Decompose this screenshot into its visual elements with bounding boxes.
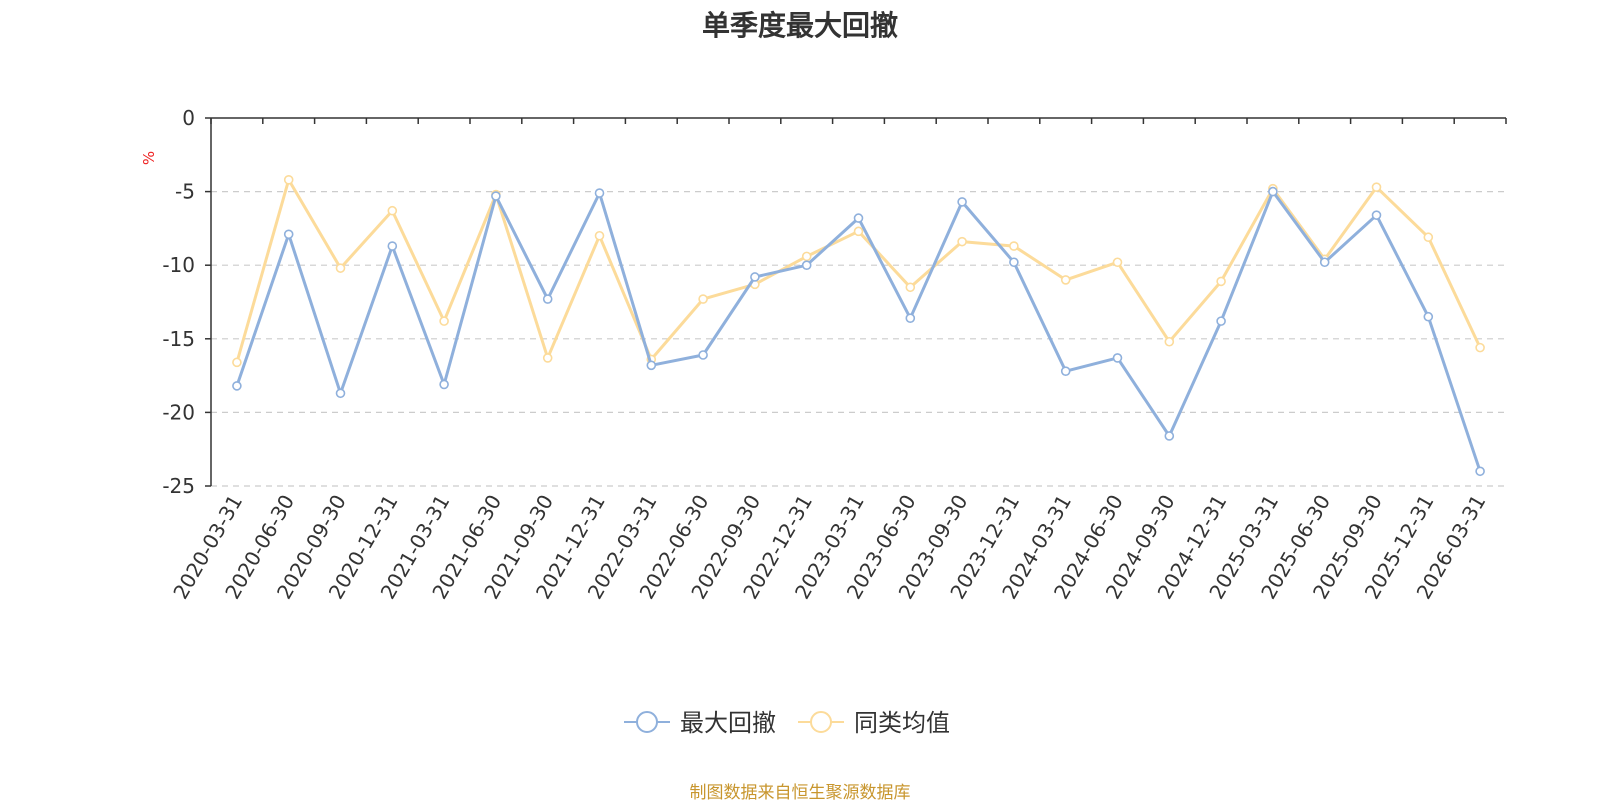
legend-label-2: 同类均值	[854, 709, 950, 737]
y-tick-label: -20	[162, 400, 195, 424]
data-point-series-1	[1009, 257, 1019, 268]
data-point-series-1	[1319, 257, 1330, 268]
legend-marker-2	[810, 711, 832, 733]
y-tick-label: -10	[162, 253, 195, 277]
data-point-series-1	[1475, 466, 1485, 477]
data-point-series-1	[1216, 316, 1226, 326]
data-point-series-1	[335, 388, 346, 399]
data-point-series-1	[853, 213, 864, 223]
data-point-series-2	[905, 282, 916, 293]
data-point-series-1	[1371, 210, 1382, 220]
data-point-series-1	[1164, 431, 1175, 441]
data-point-series-1	[905, 313, 916, 323]
data-point-series-2	[542, 353, 553, 363]
data-point-series-1	[491, 191, 501, 201]
y-axis-unit-label: %	[140, 151, 158, 165]
data-point-series-1	[1060, 366, 1071, 376]
data-point-series-2	[698, 294, 708, 304]
data-point-series-2	[335, 263, 346, 273]
data-point-series-2	[1475, 342, 1485, 353]
data-point-series-1	[698, 350, 708, 360]
data-point-series-1	[594, 188, 605, 198]
data-point-series-2	[594, 230, 605, 241]
data-point-series-2	[1112, 257, 1123, 268]
data-point-series-1	[1423, 311, 1434, 322]
data-point-series-2	[853, 226, 864, 237]
data-point-series-2	[387, 205, 398, 216]
data-point-series-1	[387, 241, 398, 251]
y-tick-label: 0	[182, 106, 195, 130]
data-point-series-1	[1268, 186, 1278, 197]
data-point-series-1	[646, 360, 657, 371]
chart-title: 单季度最大回撤	[701, 9, 898, 42]
data-point-series-1	[542, 294, 553, 304]
y-tick-label: -25	[162, 474, 195, 498]
data-point-series-2	[1216, 276, 1226, 287]
legend-marker-1	[636, 711, 658, 733]
data-point-series-2	[957, 236, 967, 247]
data-point-series-1	[750, 272, 760, 282]
data-point-series-1	[957, 197, 967, 207]
data-point-series-1	[283, 229, 294, 240]
data-point-series-1	[232, 381, 242, 391]
data-point-series-2	[1060, 275, 1071, 285]
data-point-series-2	[439, 316, 449, 326]
source-note: 制图数据来自恒生聚源数据库	[689, 783, 911, 803]
data-point-series-1	[1112, 353, 1123, 363]
y-tick-label: -5	[175, 180, 195, 204]
data-point-series-2	[1009, 241, 1019, 251]
series-line-2	[235, 178, 1482, 363]
data-point-series-2	[283, 175, 294, 185]
legend-label-1: 最大回撤	[680, 709, 776, 737]
data-point-series-2	[1371, 182, 1382, 192]
data-point-series-1	[439, 379, 449, 390]
data-point-series-2	[1164, 336, 1175, 347]
y-tick-label: -15	[162, 327, 195, 351]
data-point-series-2	[232, 357, 242, 368]
data-point-series-2	[1423, 232, 1434, 243]
data-point-series-2	[801, 251, 812, 262]
data-point-series-1	[801, 260, 812, 271]
